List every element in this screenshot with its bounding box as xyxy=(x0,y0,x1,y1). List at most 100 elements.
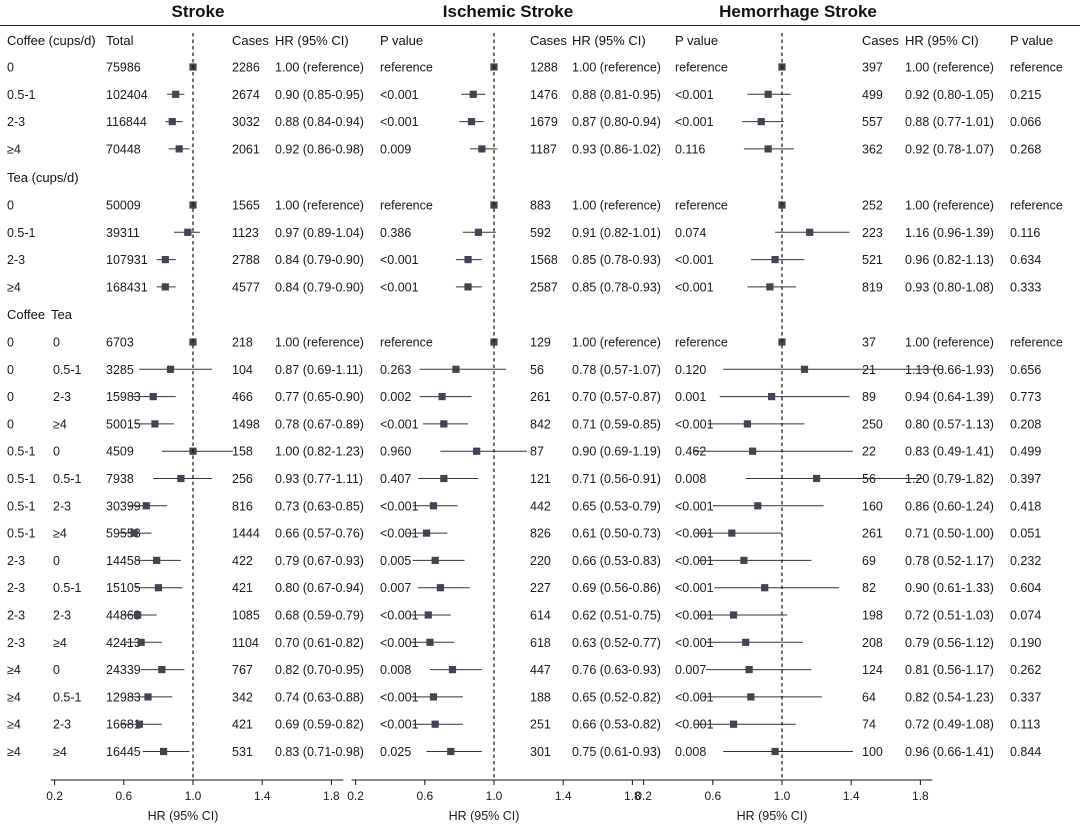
cases-value: 82 xyxy=(862,581,876,595)
hr-ci-value: 0.65 (0.53-0.79) xyxy=(572,499,661,513)
cases-value: 531 xyxy=(232,745,253,759)
p-value: 0.418 xyxy=(1010,499,1041,513)
hr-marker xyxy=(422,529,431,537)
cases-value: 557 xyxy=(862,115,883,129)
hr-marker xyxy=(175,145,183,153)
hr-ci-value: 0.73 (0.63-0.85) xyxy=(275,499,364,513)
row-total: 39311 xyxy=(106,226,140,240)
hr-marker xyxy=(424,611,432,619)
hr-ci-value: 0.83 (0.49-1.41) xyxy=(905,445,994,459)
p-value: 0.120 xyxy=(675,363,706,377)
row-total: 50009 xyxy=(106,199,141,213)
cases-column-header: Cases xyxy=(232,33,269,48)
row-total: 3285 xyxy=(106,363,134,377)
cases-value: 64 xyxy=(862,690,876,704)
p-value: <0.001 xyxy=(380,115,419,129)
p-value: 0.002 xyxy=(380,390,411,404)
p-value: reference xyxy=(675,199,728,213)
x-tick-label: 1.8 xyxy=(912,789,929,803)
hr-marker xyxy=(813,474,821,483)
p-value: <0.001 xyxy=(380,499,419,513)
cases-value: 37 xyxy=(862,336,876,350)
row-coffee-level: 2-3 xyxy=(7,115,25,129)
row-coffee-level: 0 xyxy=(7,61,14,75)
cases-value: 104 xyxy=(232,363,253,377)
x-tick-label: 0.2 xyxy=(347,789,364,803)
x-tick-label: 1.8 xyxy=(624,789,641,803)
x-tick-label: 1.0 xyxy=(486,789,503,803)
hr-ci-value: 0.84 (0.79-0.90) xyxy=(275,280,364,294)
row-coffee-level: 0.5-1 xyxy=(7,527,36,541)
hr-marker xyxy=(728,529,736,537)
row-coffee-level: 0 xyxy=(7,417,14,431)
hr-marker xyxy=(130,529,138,537)
cases-value: 1565 xyxy=(232,199,260,213)
row-total: 102404 xyxy=(106,88,148,102)
cases-value: 158 xyxy=(232,445,253,459)
cases-value: 198 xyxy=(862,609,883,623)
row-tea-level: 0.5-1 xyxy=(53,472,82,486)
hr-ci-value: 0.74 (0.63-0.88) xyxy=(275,690,364,704)
hr-ci-value: 0.80 (0.57-1.13) xyxy=(905,417,994,431)
row-coffee-level: 2-3 xyxy=(7,636,25,650)
row-coffee-level: 0.5-1 xyxy=(7,472,36,486)
hr-ci-value: 1.00 (reference) xyxy=(572,336,661,350)
hr-marker xyxy=(426,638,434,646)
x-tick-label: 1.4 xyxy=(555,789,572,803)
row-coffee-level: ≥4 xyxy=(7,690,21,704)
cases-value: 767 xyxy=(232,663,253,677)
hr-ci-value: 0.65 (0.52-0.82) xyxy=(572,690,661,704)
cases-value: 208 xyxy=(862,636,883,650)
p-value: 0.066 xyxy=(1010,115,1041,129)
row-total: 42413 xyxy=(106,636,141,650)
p-value: <0.001 xyxy=(675,253,714,267)
row-total: 15983 xyxy=(106,390,141,404)
p-value: <0.001 xyxy=(675,417,714,431)
cases-value: 124 xyxy=(862,663,883,677)
hr-marker xyxy=(742,638,750,646)
hr-marker xyxy=(159,747,168,756)
hr-marker xyxy=(149,393,157,401)
p-value: 0.051 xyxy=(1010,527,1041,541)
row-coffee-level: ≥4 xyxy=(7,142,21,156)
row-total: 15105 xyxy=(106,581,141,595)
hr-marker xyxy=(806,228,814,236)
cases-value: 129 xyxy=(530,336,551,350)
hr-marker xyxy=(137,638,145,646)
hr-ci-value: 0.82 (0.54-1.23) xyxy=(905,690,994,704)
cases-value: 499 xyxy=(862,88,883,102)
hr-ci-value: 0.90 (0.61-1.33) xyxy=(905,581,994,595)
hr-marker xyxy=(135,720,143,728)
p-value: <0.001 xyxy=(675,88,714,102)
hr-marker xyxy=(172,90,180,98)
hr-ci-value: 0.90 (0.69-1.19) xyxy=(572,445,661,459)
p-value: 0.499 xyxy=(1010,445,1041,459)
row-tea-level: 2-3 xyxy=(53,499,71,513)
cases-value: 342 xyxy=(232,690,253,704)
total-column-header: Total xyxy=(106,33,134,48)
p-value: 0.025 xyxy=(380,745,411,759)
cases-value: 2286 xyxy=(232,61,260,75)
hr-marker xyxy=(134,611,142,619)
hr-marker xyxy=(158,666,166,674)
x-tick-label: 0.6 xyxy=(704,789,721,803)
hr-ci-value: 0.92 (0.86-0.98) xyxy=(275,142,364,156)
hr-ci-value: 0.72 (0.49-1.08) xyxy=(905,718,994,732)
p-value: 0.007 xyxy=(675,663,706,677)
hr-ci-value: 1.00 (reference) xyxy=(905,199,994,213)
cases-value: 2674 xyxy=(232,88,260,102)
coffee-column-header: Coffee (cups/d) xyxy=(7,33,96,48)
p-value: <0.001 xyxy=(675,280,714,294)
hr-ci-value: 1.00 (reference) xyxy=(905,61,994,75)
hr-marker xyxy=(448,666,457,674)
hr-ci-value: 0.84 (0.79-0.90) xyxy=(275,253,364,267)
row-coffee-level: 2-3 xyxy=(7,609,25,623)
cases-value: 466 xyxy=(232,390,253,404)
hr-column-header: HR (95% CI) xyxy=(572,33,646,48)
row-tea-level: 2-3 xyxy=(53,718,71,732)
row-coffee-level: 2-3 xyxy=(7,581,25,595)
hr-marker xyxy=(452,365,460,373)
hr-ci-value: 0.96 (0.82-1.13) xyxy=(905,253,994,267)
cases-value: 1187 xyxy=(530,142,557,156)
p-value: <0.001 xyxy=(380,690,419,704)
